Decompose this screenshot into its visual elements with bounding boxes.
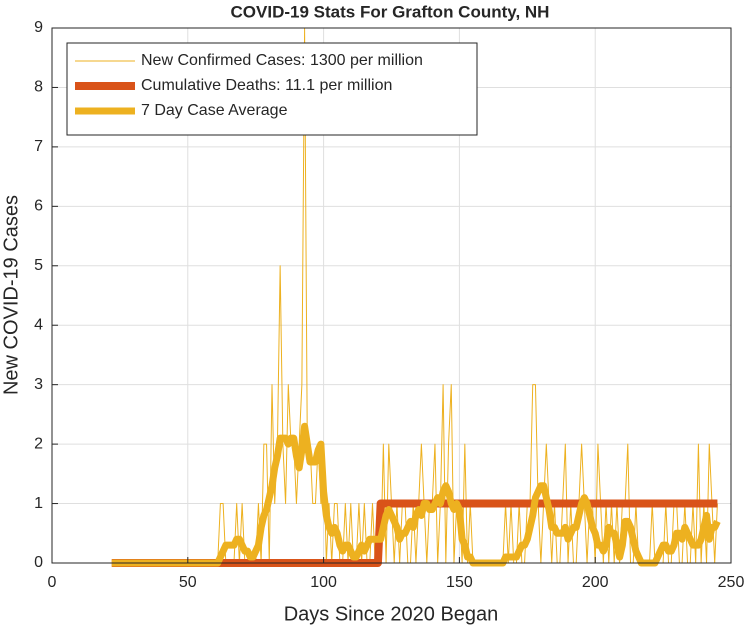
x-tick-label: 100 [310,574,337,591]
y-tick-label: 8 [34,79,43,96]
y-tick-label: 0 [34,554,43,571]
y-tick-label: 6 [34,198,43,215]
x-tick-label: 0 [48,574,57,591]
y-tick-label: 5 [34,257,43,274]
axes-box [51,27,732,564]
y-tick-label: 3 [34,376,43,393]
legend-label: Cumulative Deaths: 11.1 per million [141,77,392,94]
legend-box [66,42,478,136]
x-tick-label: 50 [179,574,197,591]
x-tick-label: 250 [718,574,745,591]
x-tick-label: 150 [446,574,473,591]
legend: New Confirmed Cases: 1300 per million Cum… [66,42,478,136]
x-tick-label: 200 [582,574,609,591]
x-axis-label: Days Since 2020 Began [284,603,499,625]
y-tick-label: 9 [34,19,43,36]
axes: 0 1 2 3 4 5 6 7 8 9 0 50 100 150 200 250 [34,19,744,591]
legend-label: 7 Day Case Average [141,102,288,119]
y-tick-label: 2 [34,435,43,452]
chart-title: COVID-19 Stats For Grafton County, NH [231,2,550,21]
y-axis-label: New COVID-19 Cases [0,195,22,395]
y-tick-label: 4 [34,316,43,333]
y-tick-label: 7 [34,138,43,155]
y-tick-label: 1 [34,495,43,512]
legend-label: New Confirmed Cases: 1300 per million [141,52,423,69]
